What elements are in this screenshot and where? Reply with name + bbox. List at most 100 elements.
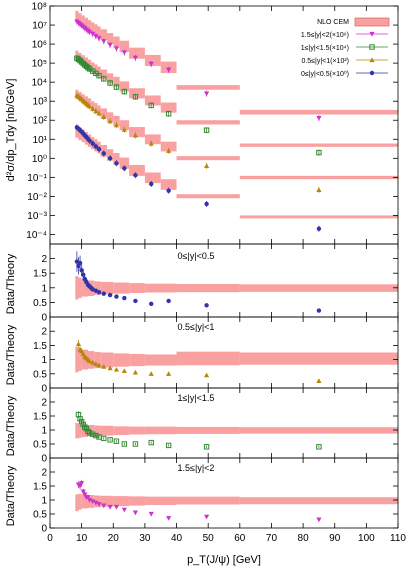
top-point-s1-16: [121, 50, 127, 56]
ratio2-band-bin1: [75, 346, 79, 373]
top-band-s1-bin6: [91, 22, 95, 33]
top-point-s1-15: [113, 46, 120, 52]
top-band-s3-bin10: [106, 112, 114, 123]
ratio4-ytick-label-4: 1.5: [33, 482, 47, 493]
top-point-s2-2: [75, 56, 82, 62]
ratio2-ytick-label-5: 2: [41, 327, 47, 338]
ratio4-point-19: [204, 514, 210, 520]
ratio3-ytick-label-5: 2: [41, 398, 47, 409]
ratio4-point-11: [96, 502, 102, 507]
ratio4-band-bin2: [78, 493, 82, 510]
top-band-s1-bin3: [81, 15, 85, 26]
xtick-label-4: 30: [139, 533, 151, 544]
ratio2-point-15: [121, 368, 127, 374]
top-ytick-label-2: 10⁻³: [27, 211, 47, 222]
ratio4-point-7: [85, 495, 91, 500]
ratio1-band-bin3: [81, 279, 88, 297]
ratio2-point-9: [90, 359, 96, 365]
top-point-s3-13: [101, 114, 107, 119]
ratio3-band-bin2: [78, 423, 82, 438]
ratio4-point-12: [101, 503, 107, 509]
top-point-s3-12: [96, 110, 102, 116]
legend-marker-series-3: [369, 57, 375, 63]
ratio1-band-bin1: [75, 276, 79, 300]
top-point-s4-10: [90, 141, 95, 146]
top-point-s2-19: [165, 111, 172, 117]
ratio1-band-bin9: [144, 283, 177, 293]
top-band-s1-bin8: [97, 26, 101, 38]
top-point-s2-21: [316, 149, 322, 156]
ratio2-point-8: [86, 358, 93, 364]
top-point-s4-18: [149, 181, 154, 187]
ratio4-ytick-label-1: 0: [41, 524, 47, 535]
ratio-y-axis-title-1: Data/Theory: [5, 253, 17, 314]
ratio1-band-bin11: [239, 284, 398, 292]
ratio3-point-19: [203, 444, 210, 450]
ratio4-band-bin8: [129, 496, 145, 506]
top-ytick-label-8: 10³: [33, 97, 48, 108]
ratio2-band-bin10: [176, 351, 240, 366]
top-band-s3-bin17: [239, 175, 398, 180]
ratio3-band-bin8: [129, 426, 145, 435]
ratio3-ytick-label-1: 0: [41, 454, 47, 465]
ratio1-band-bin5: [94, 281, 101, 296]
top-band-s4-bin14: [144, 172, 161, 184]
ratio2-band-bin6: [100, 352, 114, 368]
ratio4-point-16: [132, 510, 139, 516]
ratio3-point-14: [113, 438, 120, 444]
top-point-s2-16: [121, 88, 128, 95]
top-point-s4-16: [122, 166, 127, 171]
top-point-s3-20: [204, 163, 210, 168]
ratio2-band-bin7: [113, 353, 130, 367]
ratio1-point-22: [316, 308, 322, 313]
legend-entry-nlo-cem: NLO CEM: [317, 19, 349, 26]
ratio4-point-8: [86, 497, 93, 503]
top-band-s1-bin13: [129, 47, 145, 59]
top-ytick-label-1: 10⁻⁴: [26, 230, 47, 241]
ratio2-point-20: [316, 378, 322, 383]
panel-frames: [49, 5, 399, 529]
panel-frame-5: [49, 457, 399, 529]
ratio4-point-10: [93, 500, 99, 506]
top-point-s3-14: [107, 118, 113, 124]
ratio2-ytick-label-3: 1: [41, 355, 47, 366]
legend-entry-series-1: 1.5≤|y|<2(×10⁶): [301, 32, 349, 39]
top-band-s3-bin14: [144, 134, 161, 145]
top-point-s4-19: [166, 188, 171, 193]
top-point-s3-21: [316, 187, 322, 192]
xtick-label-9: 80: [298, 533, 310, 544]
ratio2-point-14: [113, 366, 120, 372]
legend-marker-series-2: [369, 44, 375, 50]
top-band-s1-bin7: [94, 24, 98, 35]
top-band-s4-bin2: [78, 127, 82, 141]
ratio3-point-7: [85, 428, 91, 435]
top-band-s2-bin10: [106, 73, 114, 84]
ratio3-ytick-label-3: 1: [41, 426, 47, 437]
ratio1-point-21: [204, 303, 209, 308]
ratio2-band-bin11: [239, 352, 398, 365]
ratio-y-axis-title-3: Data/Theory: [5, 395, 17, 456]
ratio1-point-5: [81, 272, 86, 277]
ratio4-band-bin7: [113, 496, 130, 507]
ratio3-point-4: [80, 421, 86, 428]
ratio3-point-17: [148, 439, 154, 446]
top-band-s2-bin17: [239, 143, 398, 147]
legend-entry-series-2: 1≤|y|<1.5(×10⁴): [301, 45, 349, 52]
top-point-s3-10: [90, 106, 96, 111]
top-ytick-label-11: 10⁶: [32, 40, 47, 51]
top-band-s4-bin16: [176, 194, 240, 199]
ratio3-point-10: [93, 432, 99, 439]
top-ytick-label-7: 10²: [33, 116, 48, 127]
top-band-s3-bin16: [176, 156, 240, 161]
ratio1-point-18: [133, 298, 138, 304]
top-point-s1-18: [148, 61, 154, 67]
top-band-s2-bin5: [87, 59, 92, 70]
top-point-s2-18: [148, 102, 154, 109]
ratio2-point-16: [132, 369, 139, 375]
ratio3-band-bin5: [94, 425, 101, 437]
top-band-s3-bin7: [94, 103, 98, 113]
ratio3-point-13: [107, 437, 113, 443]
top-band-s4-bin1: [75, 125, 79, 138]
top-point-s4-17: [133, 172, 138, 178]
